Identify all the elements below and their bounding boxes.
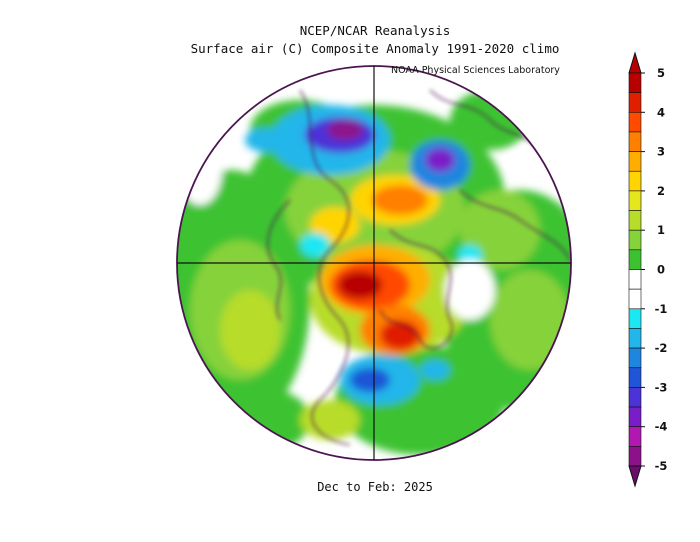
anomaly-field xyxy=(177,66,571,460)
colorbar-band xyxy=(628,347,642,369)
colorbar-band xyxy=(628,112,642,133)
colorbar-tick-label: 2 xyxy=(657,184,665,198)
title-line-1: NCEP/NCAR Reanalysis xyxy=(299,23,451,38)
colorbar-band xyxy=(628,72,642,93)
colorbar-band xyxy=(628,308,642,329)
colorbar-band xyxy=(628,229,642,251)
colorbar-band xyxy=(628,288,642,310)
colorbar-min-arrow xyxy=(628,465,642,488)
colorbar-tick-label: -3 xyxy=(655,380,668,394)
colorbar-tick-label: -4 xyxy=(655,420,668,434)
period-label: Dec to Feb: 2025 xyxy=(317,480,433,494)
colorbar-tick-label: 0 xyxy=(657,263,665,277)
colorbar-tick-label: -1 xyxy=(655,302,668,316)
colorbar-band xyxy=(628,387,642,408)
colorbar-band xyxy=(628,190,642,211)
colorbar-band xyxy=(628,328,642,349)
colorbar-band xyxy=(628,367,642,388)
colorbar-max-arrow xyxy=(628,51,642,74)
colorbar-band xyxy=(628,446,642,467)
colorbar-band xyxy=(628,170,642,192)
colorbar-band xyxy=(628,249,642,270)
colorbar-tick-label: -2 xyxy=(655,341,668,355)
colorbar-band xyxy=(628,131,642,152)
colorbar-band xyxy=(628,151,642,172)
colorbar-band xyxy=(628,92,642,113)
colorbar-tick-label: 5 xyxy=(657,66,665,80)
credit-label: NOAA Physical Sciences Laboratory xyxy=(391,65,560,76)
colorbar-tick-label: 3 xyxy=(657,145,665,159)
colorbar-tick-label: 4 xyxy=(657,105,665,119)
colorbar-band xyxy=(628,426,642,447)
colorbar-tick-label: 1 xyxy=(657,223,665,237)
colorbar-band xyxy=(628,210,642,231)
colorbar-tick-label: -5 xyxy=(655,459,668,473)
colorbar: 5 4 3 2 1 0 -1 -2 -3 -4 -5 xyxy=(628,51,668,488)
colorbar-band xyxy=(628,269,642,290)
title-line-2: Surface air (C) Composite Anomaly 1991-2… xyxy=(190,41,560,56)
colorbar-band xyxy=(628,406,642,427)
coastlines xyxy=(267,89,571,446)
